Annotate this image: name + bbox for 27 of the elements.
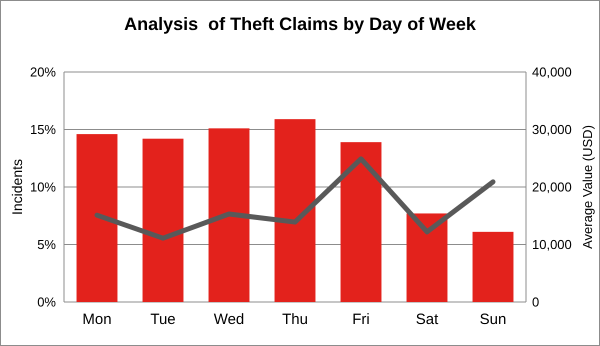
x-tick-label: Thu <box>282 311 308 328</box>
y2-tick-label: 0 <box>532 294 540 310</box>
x-tick-label: Tue <box>150 311 176 328</box>
bar <box>76 134 118 302</box>
y-tick-label: 10% <box>30 180 56 195</box>
bar <box>340 142 382 302</box>
y-tick-label: 20% <box>30 64 56 80</box>
x-tick-label: Sat <box>416 311 440 328</box>
y-tick-label: 5% <box>37 237 56 252</box>
bar <box>274 119 316 302</box>
y2-axis-title: Average Value (USD) <box>580 125 595 249</box>
y-tick-label: 0% <box>37 294 56 310</box>
y2-tick-label: 10,000 <box>532 237 572 252</box>
bar <box>406 213 448 302</box>
bar <box>142 138 184 302</box>
y2-tick-label: 30,000 <box>532 122 572 138</box>
x-tick-label: Sun <box>480 311 506 328</box>
chart-title: Analysis of Theft Claims by Day of Week <box>124 14 477 34</box>
x-tick-label: Fri <box>352 311 370 328</box>
bar <box>472 232 514 302</box>
x-tick-label: Wed <box>214 311 244 328</box>
y-axis-title: Incidents <box>9 158 25 216</box>
bar <box>208 128 250 302</box>
y2-tick-label: 40,000 <box>532 64 572 80</box>
y2-tick-label: 20,000 <box>532 180 572 195</box>
x-tick-label: Mon <box>82 311 112 328</box>
y-tick-label: 15% <box>30 122 56 138</box>
